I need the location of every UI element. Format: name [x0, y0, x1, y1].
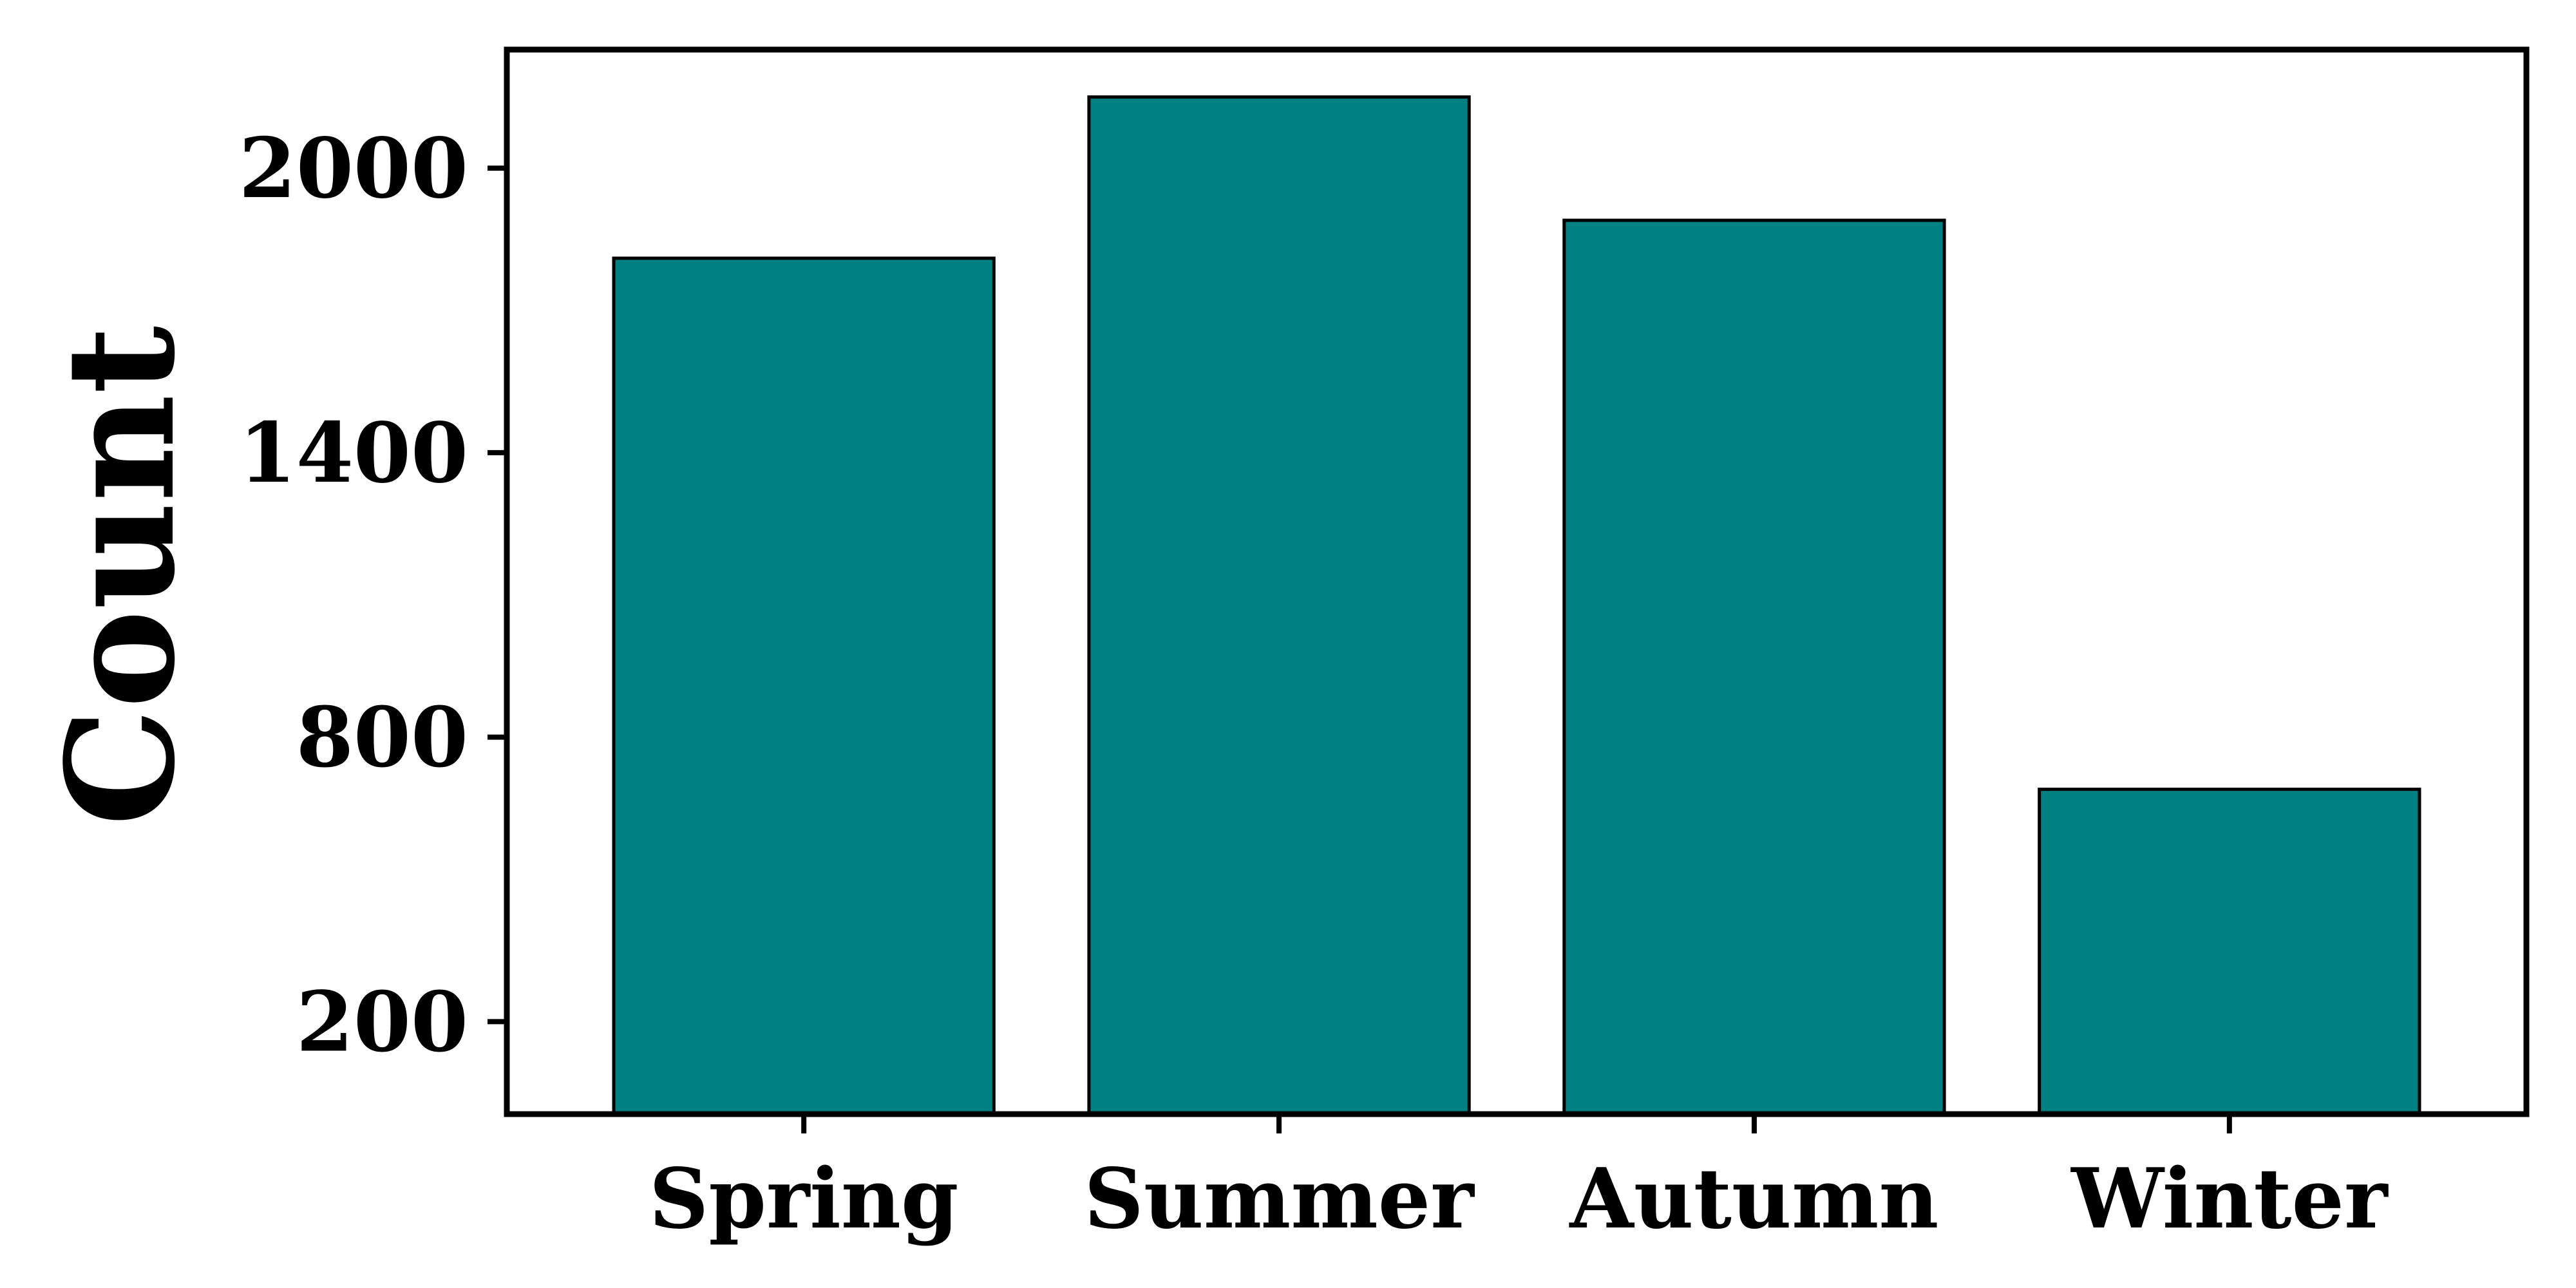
- x-tick-label: Autumn: [1569, 1151, 1938, 1247]
- x-tick-label: Spring: [649, 1151, 959, 1247]
- bar-winter: [2038, 788, 2421, 1116]
- y-axis-ticks: 200 800 1400 2000: [239, 120, 507, 1070]
- x-tick-label: Winter: [2070, 1151, 2389, 1247]
- y-tick-label: 1400: [239, 405, 468, 502]
- bar-autumn: [1562, 218, 1946, 1116]
- bars-layer: [612, 95, 2421, 1116]
- x-tick-label: Summer: [1084, 1151, 1475, 1247]
- plot-area-frame: [504, 46, 2530, 1117]
- x-axis-ticks: Spring Summer Autumn Winter: [649, 1114, 2389, 1247]
- y-tick-label: 2000: [239, 120, 468, 217]
- y-axis-label: Count: [34, 326, 208, 826]
- bar-spring: [612, 256, 996, 1116]
- y-tick-label: 200: [296, 974, 468, 1070]
- bar-summer: [1087, 95, 1471, 1116]
- y-tick-label: 800: [296, 690, 468, 786]
